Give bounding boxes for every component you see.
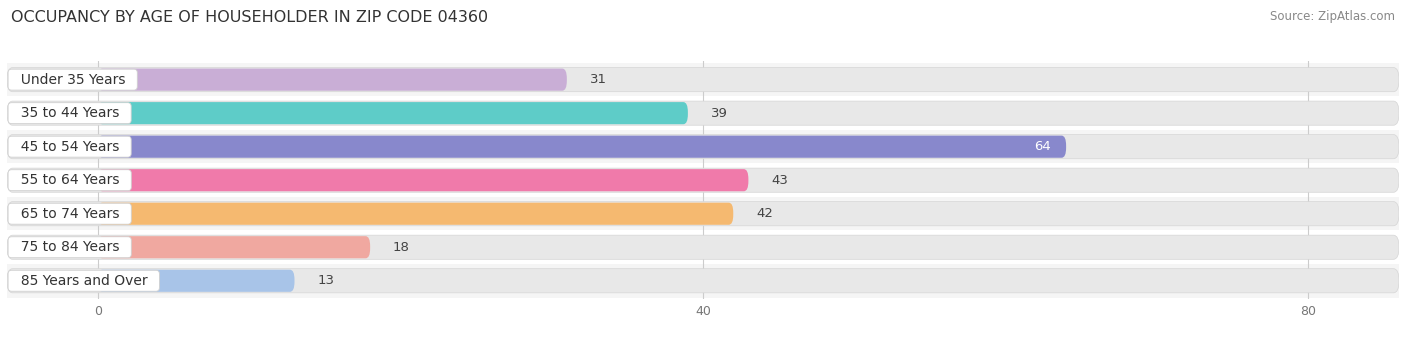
Text: 65 to 74 Years: 65 to 74 Years (11, 207, 128, 221)
FancyBboxPatch shape (98, 69, 567, 91)
FancyBboxPatch shape (7, 231, 1399, 264)
Text: 75 to 84 Years: 75 to 84 Years (11, 240, 128, 254)
Text: 31: 31 (589, 73, 606, 86)
FancyBboxPatch shape (7, 101, 1399, 125)
FancyBboxPatch shape (7, 168, 1399, 192)
Text: OCCUPANCY BY AGE OF HOUSEHOLDER IN ZIP CODE 04360: OCCUPANCY BY AGE OF HOUSEHOLDER IN ZIP C… (11, 10, 488, 25)
Text: 43: 43 (770, 174, 787, 187)
FancyBboxPatch shape (98, 102, 688, 124)
Text: Under 35 Years: Under 35 Years (11, 73, 134, 87)
Text: 39: 39 (710, 107, 727, 120)
Text: 55 to 64 Years: 55 to 64 Years (11, 173, 128, 187)
Text: Source: ZipAtlas.com: Source: ZipAtlas.com (1270, 10, 1395, 23)
FancyBboxPatch shape (98, 203, 734, 225)
FancyBboxPatch shape (7, 164, 1399, 197)
Text: 35 to 44 Years: 35 to 44 Years (11, 106, 128, 120)
FancyBboxPatch shape (7, 63, 1399, 97)
Text: 85 Years and Over: 85 Years and Over (11, 274, 156, 288)
FancyBboxPatch shape (98, 270, 294, 292)
FancyBboxPatch shape (7, 202, 1399, 226)
FancyBboxPatch shape (7, 269, 1399, 293)
Text: 42: 42 (756, 207, 773, 220)
FancyBboxPatch shape (7, 235, 1399, 259)
FancyBboxPatch shape (7, 130, 1399, 164)
FancyBboxPatch shape (7, 197, 1399, 231)
Text: 18: 18 (392, 241, 409, 254)
FancyBboxPatch shape (98, 236, 370, 258)
Text: 45 to 54 Years: 45 to 54 Years (11, 140, 128, 154)
FancyBboxPatch shape (7, 68, 1399, 92)
FancyBboxPatch shape (7, 97, 1399, 130)
Text: 64: 64 (1035, 140, 1050, 153)
Text: 13: 13 (318, 274, 335, 287)
FancyBboxPatch shape (7, 135, 1399, 159)
FancyBboxPatch shape (98, 169, 748, 191)
FancyBboxPatch shape (7, 264, 1399, 298)
FancyBboxPatch shape (98, 136, 1066, 158)
